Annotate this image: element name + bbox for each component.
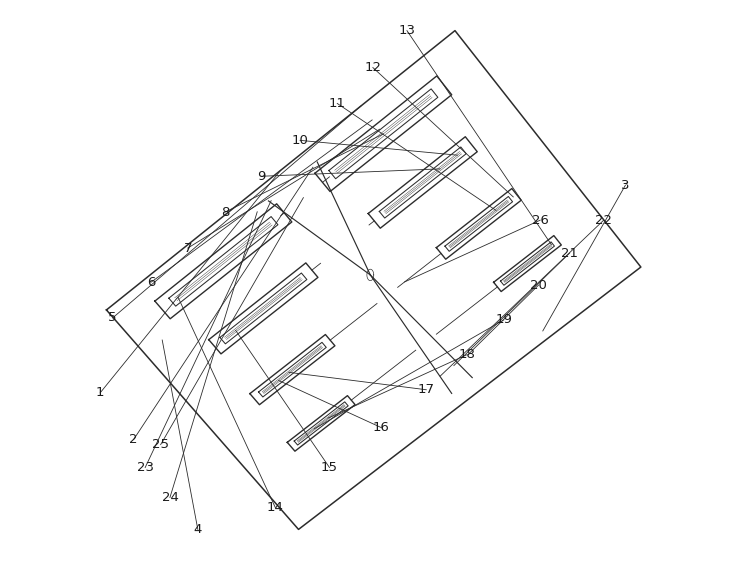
Text: 23: 23 (137, 461, 154, 474)
Text: 18: 18 (458, 348, 475, 362)
Text: 25: 25 (152, 438, 169, 451)
Text: 20: 20 (530, 278, 547, 292)
Text: 26: 26 (532, 214, 548, 227)
Text: 3: 3 (621, 179, 630, 192)
Text: 7: 7 (184, 242, 192, 254)
Text: 17: 17 (418, 383, 435, 397)
Text: 22: 22 (595, 214, 613, 227)
Text: 4: 4 (193, 523, 202, 536)
Text: 13: 13 (399, 24, 415, 37)
Text: 16: 16 (373, 421, 390, 434)
Text: 21: 21 (561, 246, 578, 260)
Text: 9: 9 (257, 170, 266, 183)
Text: 8: 8 (221, 206, 229, 219)
Text: 1: 1 (96, 386, 105, 399)
Text: 14: 14 (267, 501, 283, 514)
Text: 5: 5 (108, 311, 117, 324)
Text: 2: 2 (129, 433, 138, 446)
Text: 11: 11 (328, 97, 345, 110)
Text: 10: 10 (292, 134, 308, 147)
Text: 19: 19 (495, 313, 512, 327)
Text: 15: 15 (321, 461, 338, 474)
Text: 12: 12 (365, 61, 382, 74)
Text: 6: 6 (147, 276, 156, 289)
Text: 24: 24 (162, 491, 179, 504)
